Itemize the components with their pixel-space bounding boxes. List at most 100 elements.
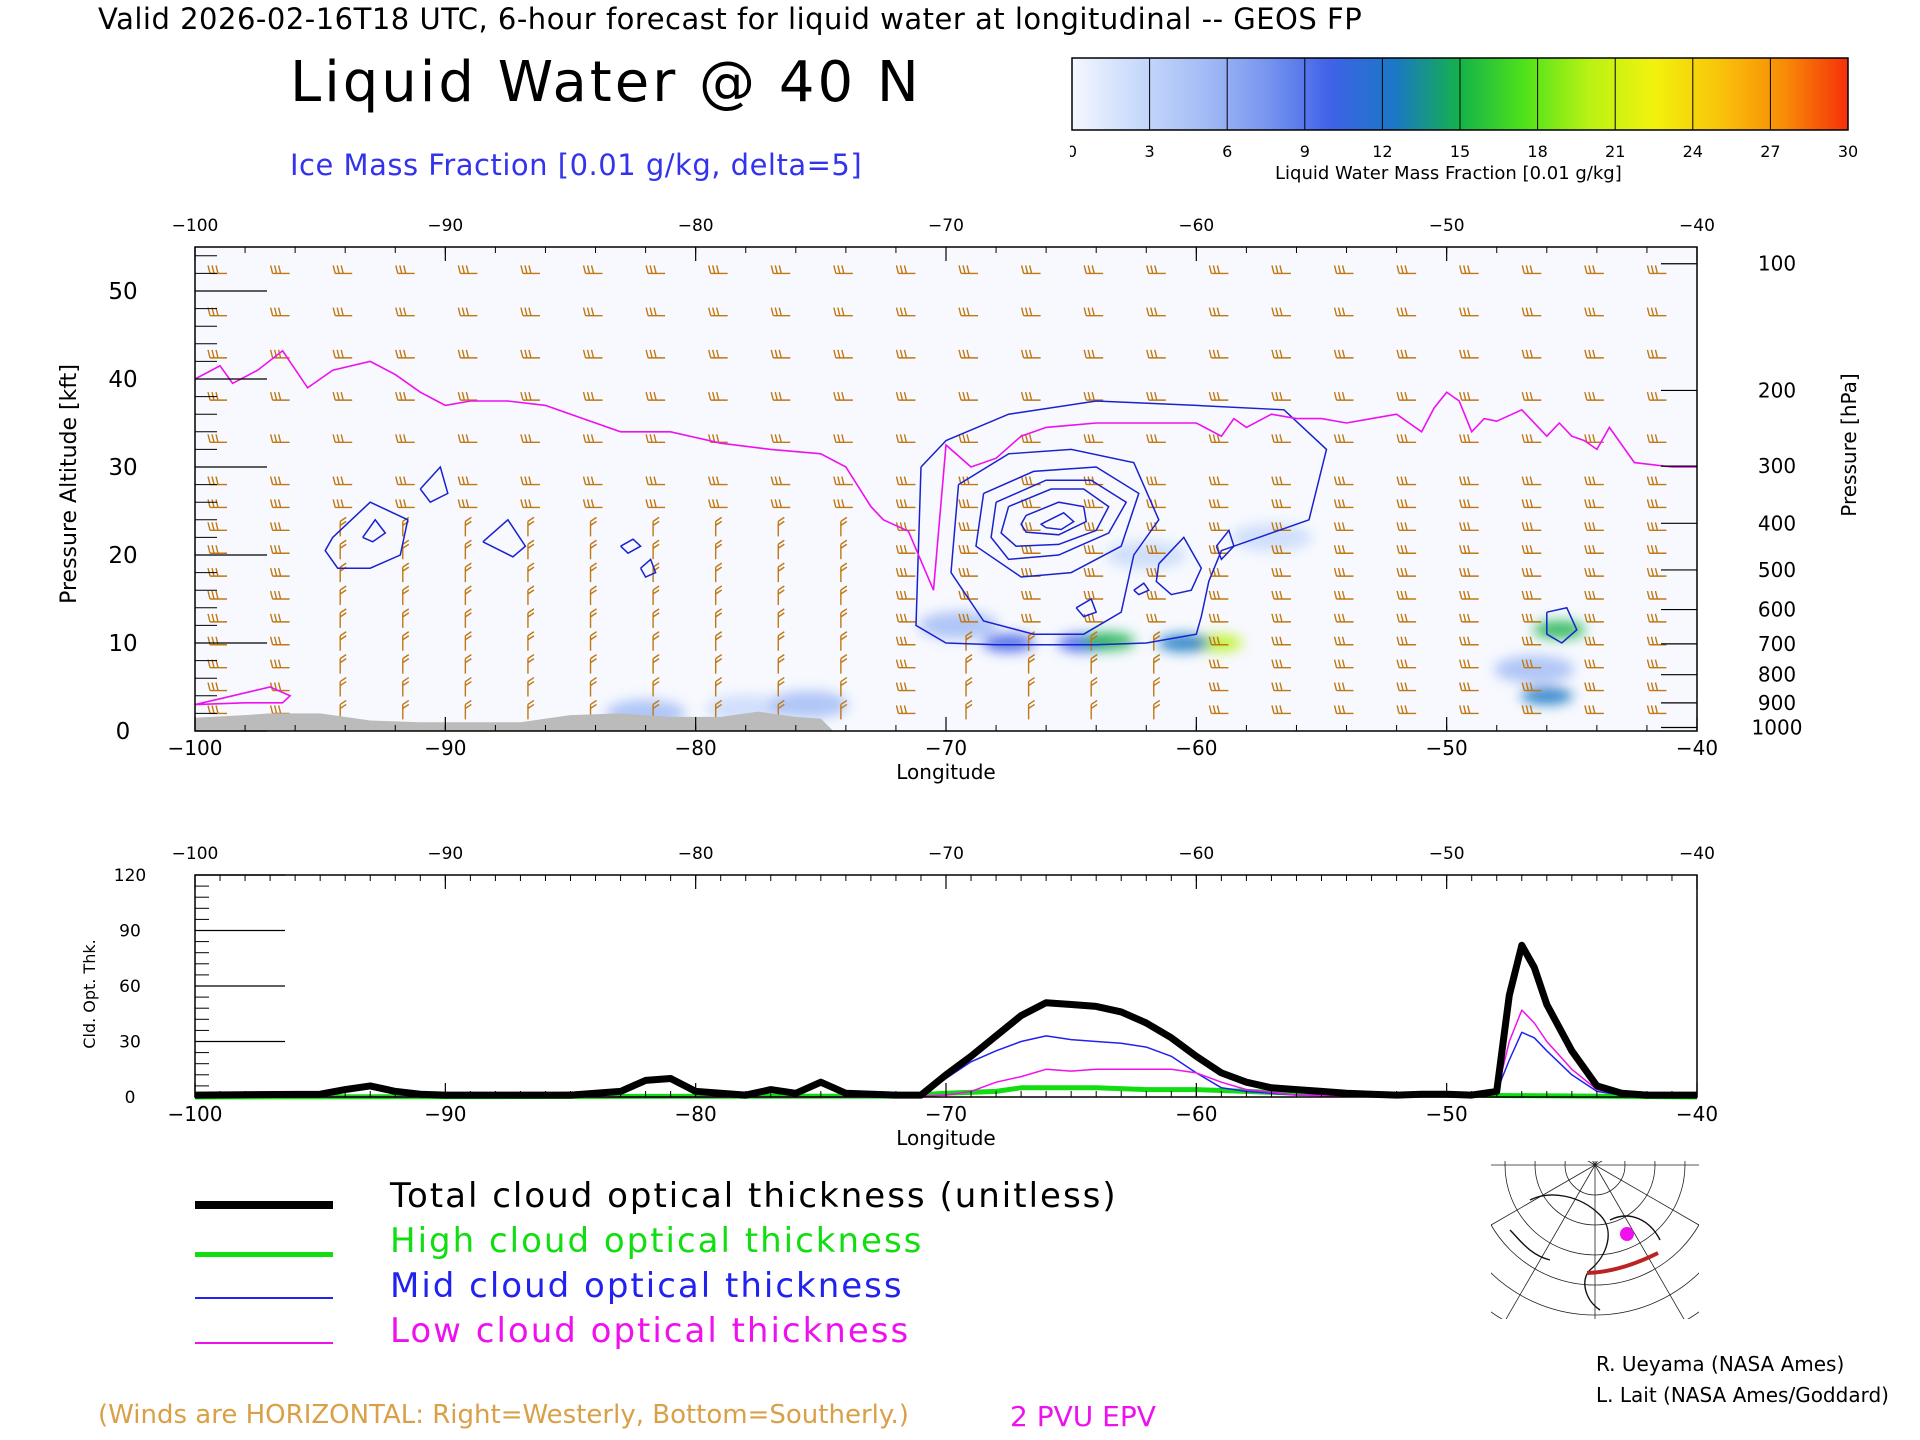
wind-barb — [1146, 499, 1166, 509]
x-tick-label-top: −70 — [928, 216, 964, 236]
wind-barb — [1146, 307, 1166, 317]
wind-barb — [1208, 613, 1229, 623]
wind-barb — [652, 539, 660, 560]
wind-barb — [520, 434, 540, 444]
pressure-tick-label: 600 — [1758, 598, 1796, 622]
wind-barb — [457, 391, 478, 401]
wind-barb — [833, 391, 853, 401]
y-axis-label-right: Pressure [hPa] — [1837, 373, 1861, 516]
wind-barb — [582, 391, 603, 401]
y-tick-label: 30 — [108, 455, 137, 481]
wind-barb — [207, 705, 228, 715]
wind-barb — [1646, 265, 1667, 275]
wind-barb — [457, 434, 478, 444]
wind-barb — [1020, 499, 1041, 509]
wind-barb — [1333, 349, 1354, 359]
y-tick-label: 0 — [116, 719, 131, 745]
plot-background — [195, 247, 1697, 731]
wind-barb — [958, 434, 979, 444]
credit-author-1: R. Ueyama (NASA Ames) — [1596, 1352, 1845, 1376]
wind-barb — [645, 434, 666, 444]
wind-barb — [1396, 659, 1417, 669]
wind-barb — [1459, 391, 1479, 401]
wind-barb — [1333, 613, 1354, 623]
wind-barb — [777, 676, 785, 697]
y-tick-label: 60 — [119, 977, 141, 997]
ice-contour — [1000, 488, 1110, 547]
wind-barb — [589, 631, 597, 651]
wind-barb — [1459, 434, 1479, 444]
wind-barb — [1459, 705, 1479, 715]
x-tick-label-top: −50 — [1429, 844, 1465, 864]
wind-barb — [1459, 545, 1479, 554]
wind-barb — [958, 391, 979, 401]
meridian-line — [1490, 1164, 1596, 1227]
ice-contour — [362, 518, 387, 543]
wind-barb — [520, 349, 540, 359]
wind-barb — [1521, 567, 1542, 577]
wind-barbs — [207, 265, 1667, 720]
wind-barb — [1459, 567, 1479, 577]
wind-barb — [582, 349, 603, 359]
wind-barb — [895, 499, 916, 509]
legend-swatch-total — [195, 1201, 333, 1209]
wind-barb — [1090, 699, 1098, 720]
wind-barb — [1521, 265, 1542, 275]
wind-barb — [332, 434, 353, 444]
wind-barb — [395, 391, 415, 401]
wind-barb — [402, 585, 410, 605]
x-tick-label: −40 — [1676, 736, 1718, 760]
wind-barb — [589, 654, 597, 674]
wind-barb — [1396, 613, 1417, 623]
wind-barb — [1396, 682, 1417, 692]
wind-barb — [1396, 522, 1417, 532]
wind-barb — [958, 499, 979, 509]
map-graticule — [1490, 1160, 1700, 1320]
wind-barb — [1020, 434, 1041, 444]
wind-barb — [1584, 499, 1604, 509]
wind-barb — [965, 699, 973, 720]
wind-barb — [770, 476, 791, 486]
wind-barb — [589, 608, 597, 628]
x-tick-label: −60 — [1175, 1102, 1217, 1126]
wind-barb — [269, 499, 290, 509]
ice-contour — [1020, 501, 1088, 536]
wind-barb — [1333, 590, 1354, 600]
wind-barb — [1271, 636, 1291, 646]
ice-contour — [1133, 582, 1150, 596]
wind-barb — [464, 585, 472, 605]
wind-barb — [1333, 636, 1354, 646]
liquid-water-blob — [1231, 523, 1312, 552]
x-tick-label: −80 — [675, 736, 717, 760]
wind-barb — [582, 307, 603, 317]
epv-2pvu-line — [195, 349, 1697, 591]
wind-barb — [402, 654, 410, 674]
wind-barb — [1521, 705, 1542, 715]
x-tick-label: −70 — [925, 1102, 967, 1126]
wind-barb — [1521, 522, 1542, 532]
wind-barb — [1584, 522, 1604, 532]
colorbar-tick-label: 3 — [1145, 142, 1155, 161]
wind-barb — [1153, 631, 1161, 651]
wind-barb — [1584, 590, 1604, 600]
wind-barb — [269, 636, 290, 646]
wind-barb — [895, 349, 916, 359]
wind-barb — [402, 608, 410, 628]
wind-barb — [339, 654, 347, 674]
wind-barb — [645, 307, 666, 317]
wind-barb — [339, 539, 347, 560]
wind-barb — [1521, 545, 1542, 554]
pressure-tick-label: 100 — [1758, 252, 1796, 276]
wind-barb — [840, 562, 848, 583]
wind-barb — [527, 562, 535, 583]
terrain — [195, 711, 834, 731]
wind-barb — [589, 562, 597, 583]
wind-barb — [1521, 682, 1542, 692]
y-tick-label: 50 — [108, 279, 137, 305]
wind-barb — [589, 676, 597, 697]
x-tick-label-top: −40 — [1679, 216, 1715, 236]
x-tick-label-top: −100 — [172, 844, 219, 864]
wind-barb — [895, 391, 916, 401]
pressure-tick-label: 800 — [1758, 663, 1796, 687]
wind-barb — [1208, 349, 1229, 359]
